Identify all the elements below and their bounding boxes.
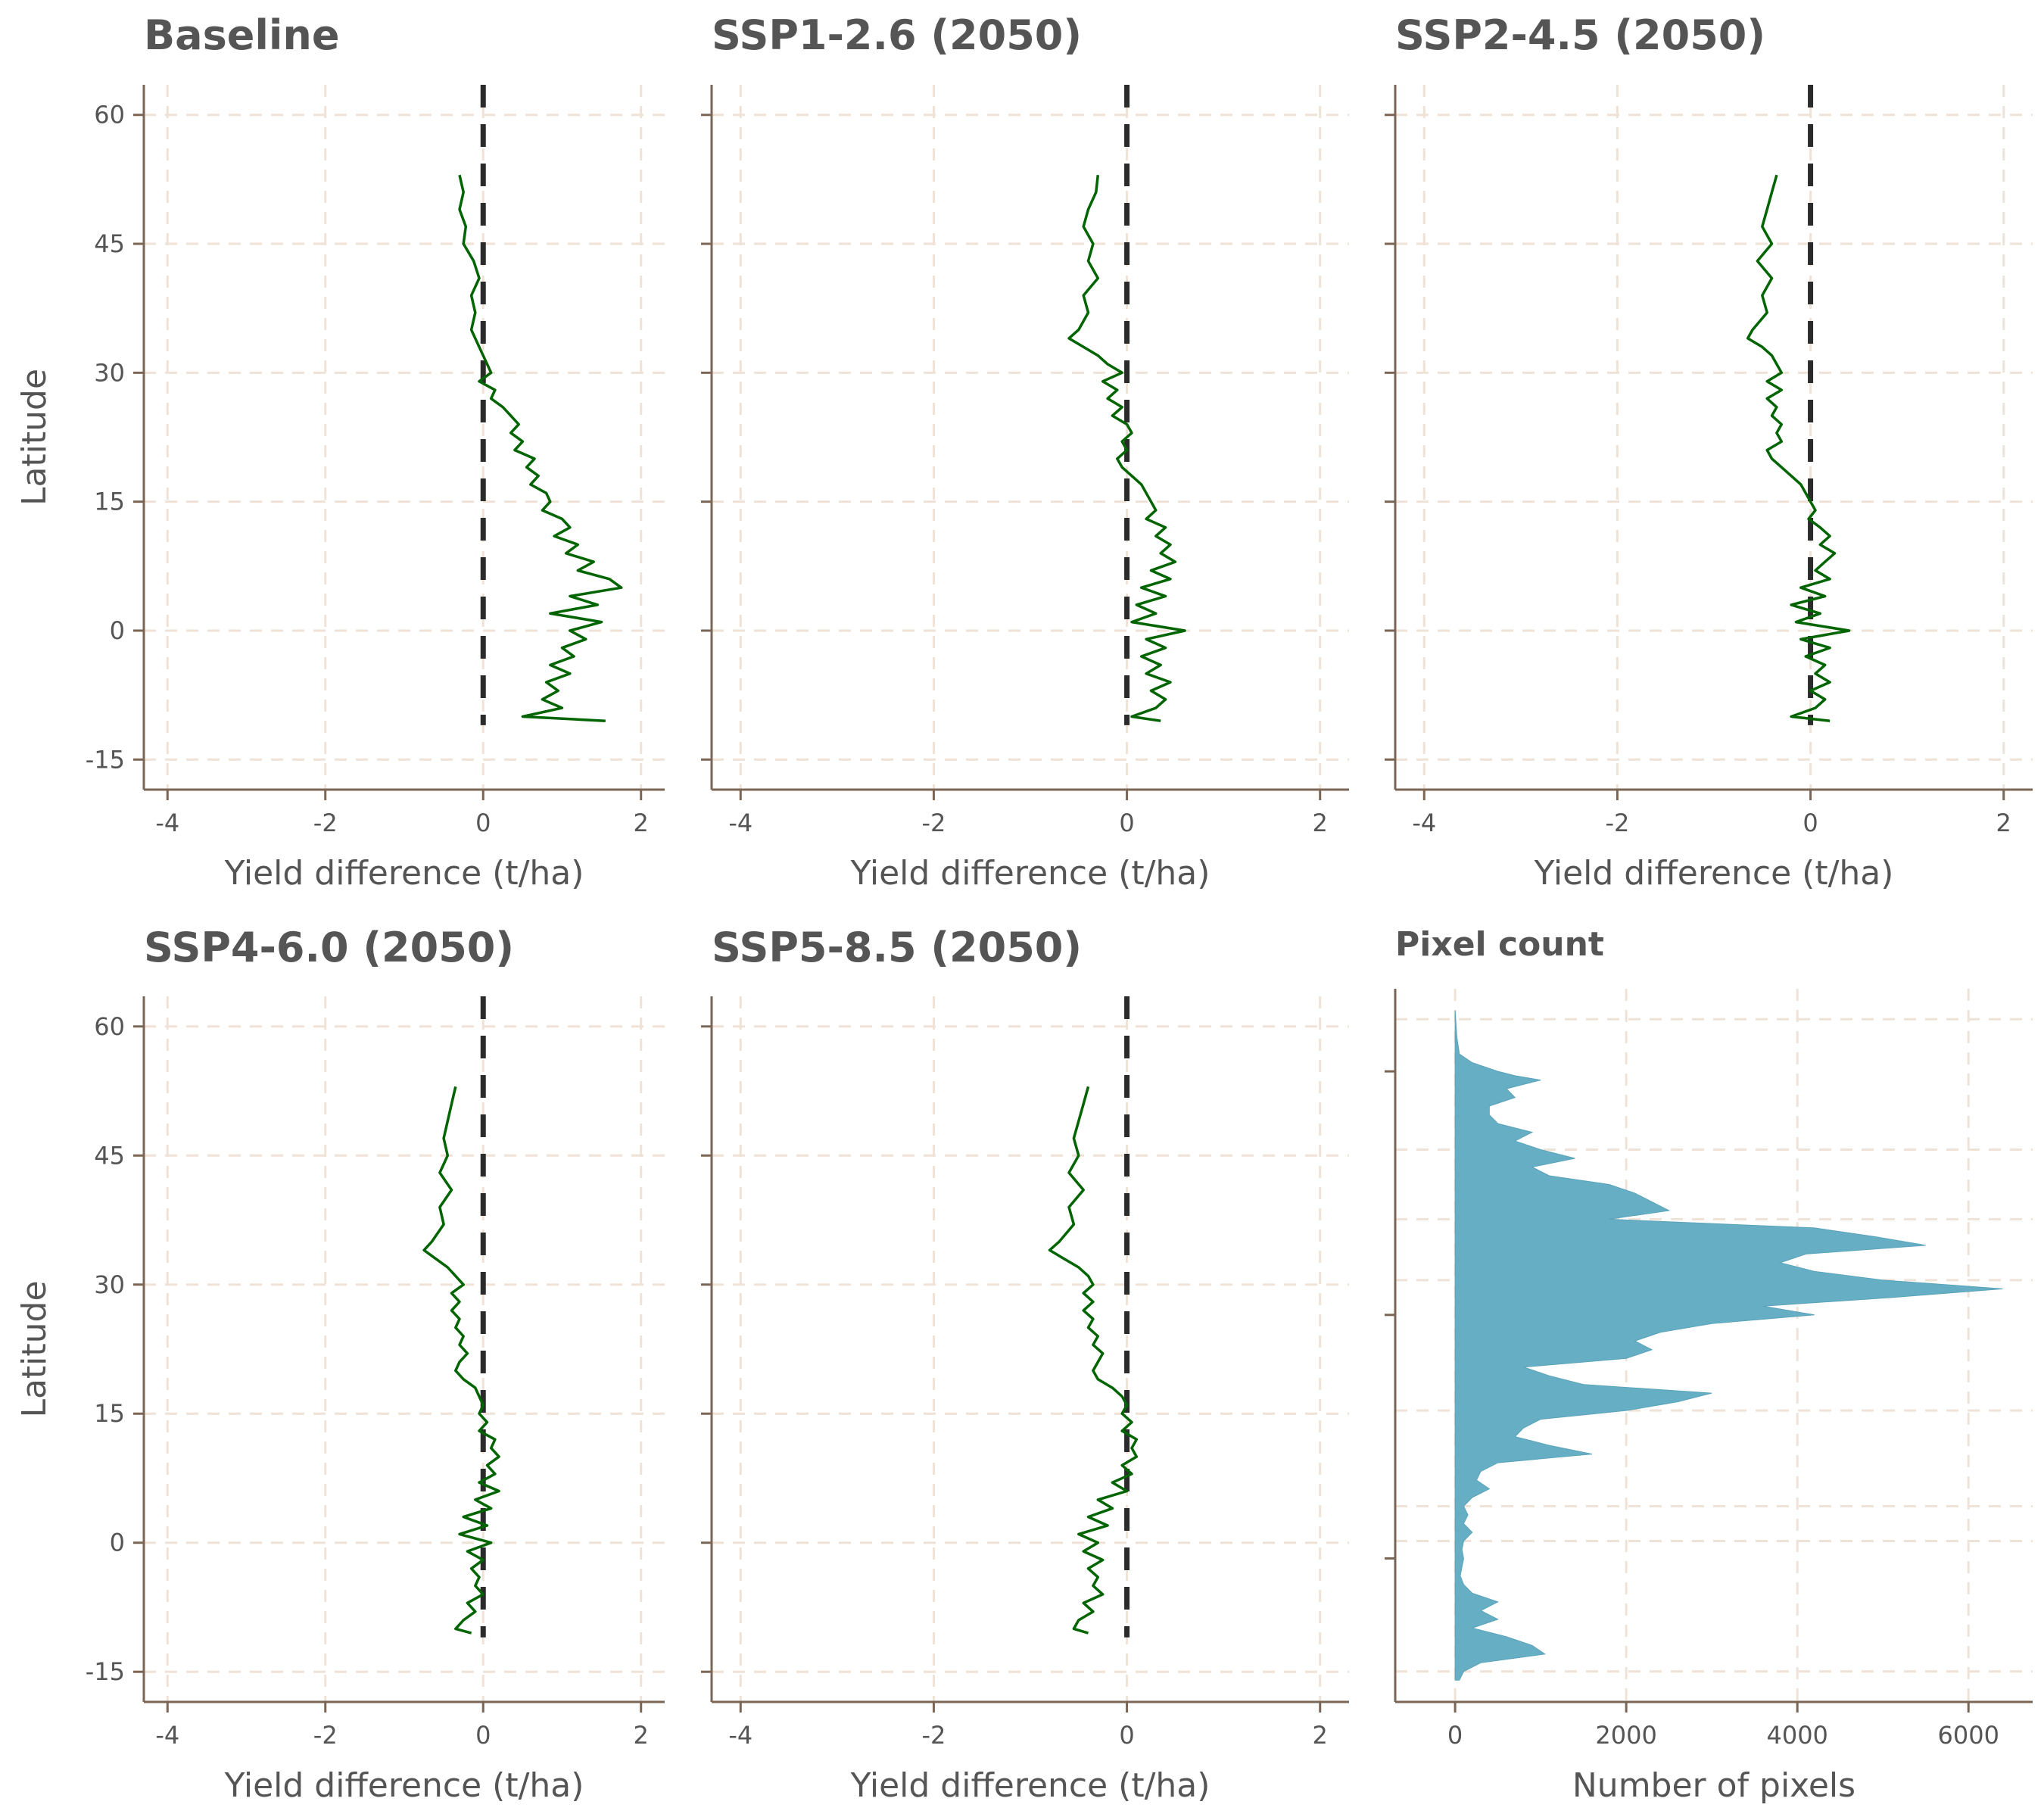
x-tick-label: 2 — [1313, 809, 1328, 837]
x-tick-label: 2 — [634, 809, 649, 837]
panel-ssp5-8-5: SSP5-8.5 (2050) -4 -2 0 2 Yield difference (t… — [701, 924, 1349, 1805]
x-tick-label: 2 — [1996, 809, 2011, 837]
x-tick-label: 6000 — [1938, 1721, 1999, 1750]
x-tick-label: 0 — [1119, 1721, 1134, 1750]
panel-title: SSP2-4.5 (2050) — [1395, 11, 1765, 59]
panel-title: SSP4-6.0 (2050) — [144, 924, 514, 971]
panel-ssp1-2-6: SSP1-2.6 (2050) -4 -2 0 2 Yield difference (t… — [701, 11, 1349, 893]
panel-pixel-count: Pixel count 0 2000 4000 6000 Number of pixels — [1385, 925, 2033, 1805]
panel-title: SSP1-2.6 (2050) — [712, 11, 1082, 59]
x-tick-label: 4000 — [1766, 1721, 1827, 1750]
y-tick-label: 45 — [94, 1141, 125, 1170]
x-tick-label: 0 — [1119, 809, 1134, 837]
x-tick-label: 0 — [1447, 1721, 1463, 1750]
y-axis-title: Latitude — [15, 1280, 54, 1417]
x-tick-label: -4 — [1412, 809, 1436, 837]
x-axis-title: Yield difference (t/ha) — [224, 1766, 584, 1805]
pixel-count-area — [1454, 1010, 2003, 1681]
x-axis-title: Yield difference (t/ha) — [1534, 854, 1894, 893]
x-axis-title: Yield difference (t/ha) — [850, 1766, 1211, 1805]
x-tick-label: -2 — [313, 809, 338, 837]
y-tick-label: 15 — [94, 1399, 125, 1428]
x-tick-label: 2000 — [1595, 1721, 1656, 1750]
panel-title: Baseline — [144, 11, 339, 59]
x-tick-label: 2 — [1313, 1721, 1328, 1750]
x-tick-label: -2 — [921, 809, 946, 837]
x-axis-title: Number of pixels — [1572, 1766, 1855, 1805]
y-tick-label: 30 — [94, 358, 125, 387]
yield-difference-line — [1048, 1086, 1139, 1635]
panel-ssp4-6-0: SSP4-6.0 (2050) -4 -2 0 2 -15 0 15 30 45 60 Yield d… — [15, 924, 665, 1805]
yield-difference-line — [1067, 175, 1186, 722]
panel-title: SSP5-8.5 (2050) — [712, 924, 1082, 971]
y-tick-label: 60 — [94, 1012, 125, 1041]
panel-title: Pixel count — [1395, 925, 1604, 964]
x-tick-label: -2 — [1605, 809, 1629, 837]
y-tick-label: 60 — [94, 101, 125, 129]
x-tick-label: -2 — [921, 1721, 946, 1750]
x-tick-label: -4 — [155, 809, 179, 837]
x-tick-label: 0 — [475, 1721, 491, 1750]
y-axis-title: Latitude — [15, 369, 54, 506]
panel-baseline: Baseline -4 -2 0 2 -15 0 15 30 45 60 Yield differen… — [15, 11, 665, 893]
x-tick-label: -4 — [728, 809, 752, 837]
x-tick-label: 0 — [475, 809, 491, 837]
y-tick-label: 0 — [110, 616, 125, 645]
y-tick-label: 30 — [94, 1270, 125, 1299]
x-tick-label: -4 — [728, 1721, 752, 1750]
yield-difference-line — [458, 174, 623, 722]
x-axis-title: Yield difference (t/ha) — [224, 854, 584, 893]
y-tick-label: -15 — [86, 745, 125, 774]
x-tick-label: -4 — [155, 1721, 179, 1750]
x-tick-label: 2 — [634, 1721, 649, 1750]
y-tick-label: 45 — [94, 229, 125, 258]
x-tick-label: 0 — [1803, 809, 1818, 837]
yield-difference-line — [1746, 174, 1851, 722]
y-tick-label: -15 — [86, 1657, 125, 1686]
panel-ssp2-4-5: SSP2-4.5 (2050) -4 -2 0 2 Yield difference (t… — [1385, 11, 2033, 893]
x-axis-title: Yield difference (t/ha) — [850, 854, 1211, 893]
y-tick-label: 0 — [110, 1529, 125, 1557]
x-tick-label: -2 — [313, 1721, 338, 1750]
y-tick-label: 15 — [94, 488, 125, 516]
yield-difference-line — [422, 1086, 500, 1635]
